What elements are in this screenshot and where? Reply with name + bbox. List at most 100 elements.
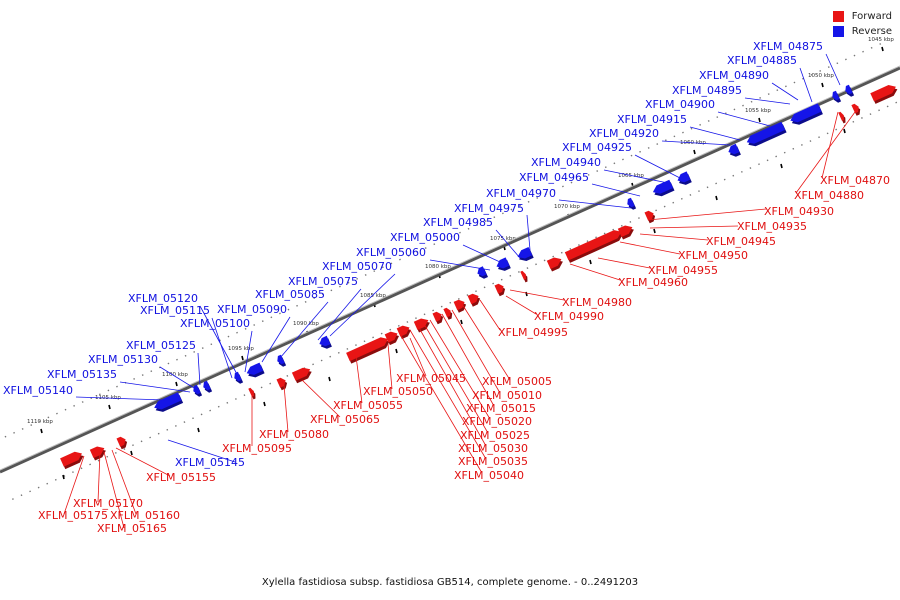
- reverse-gene-arrow: [832, 90, 840, 101]
- gene-label: XFLM_05080: [259, 428, 329, 441]
- gene-label: XFLM_05125: [126, 339, 196, 352]
- leader-line: [167, 439, 236, 463]
- gene-label: XFLM_05155: [146, 471, 216, 484]
- legend-forward-label: Forward: [851, 11, 892, 22]
- leader-line: [429, 319, 491, 420]
- leader-lines: [63, 53, 856, 529]
- forward-gene-arrow: [346, 337, 389, 362]
- forward-gene-arrow: [617, 225, 633, 237]
- gene-label: XFLM_05085: [255, 288, 325, 301]
- gene-label: XFLM_04970: [486, 187, 556, 200]
- reverse-gene-arrow: [246, 362, 264, 375]
- leader-line: [619, 241, 681, 255]
- tick-mark: [881, 46, 884, 52]
- backbone-line: [0, 66, 900, 474]
- gene-label: XFLM_04975: [454, 202, 524, 215]
- leader-line: [634, 154, 681, 179]
- leader-line: [279, 301, 329, 359]
- tick-mark: [693, 149, 696, 155]
- forward-gene-arrow: [467, 293, 479, 305]
- tick-mark: [589, 259, 592, 265]
- forward-gene-arrow: [546, 257, 562, 269]
- gene-label: XFLM_05040: [454, 469, 524, 482]
- legend-reverse[interactable]: Reverse: [832, 24, 892, 39]
- forward-gene-arrow: [520, 270, 526, 280]
- gene-label: XFLM_04890: [699, 69, 769, 82]
- leader-line: [717, 111, 771, 127]
- tick-label: 1065 kbp: [618, 173, 644, 179]
- reverse-swatch: [832, 26, 844, 37]
- tick-label: 1050 kbp: [808, 73, 834, 79]
- leader-line: [795, 111, 856, 194]
- gene-label: XFLM_05060: [356, 246, 426, 259]
- leader-line: [301, 379, 341, 418]
- leader-line: [649, 225, 739, 229]
- leader-line: [211, 317, 233, 379]
- forward-gene-arrow: [870, 85, 896, 102]
- forward-gene-arrow: [396, 325, 410, 337]
- gene-label: XFLM_04920: [589, 127, 659, 140]
- legend-forward[interactable]: Forward: [832, 9, 892, 24]
- gene-label: XFLM_04940: [531, 156, 601, 169]
- forward-gene-arrow: [384, 331, 398, 343]
- gene-label: XFLM_05025: [460, 429, 530, 442]
- leader-line: [199, 305, 239, 377]
- tick-mark: [328, 376, 331, 382]
- reverse-gene-arrow: [677, 171, 691, 183]
- leader-line: [509, 289, 565, 301]
- reverse-gene-arrow: [845, 84, 853, 95]
- reverse-gene-arrow: [627, 197, 635, 208]
- gene-label: XFLM_04885: [727, 54, 797, 67]
- leader-line: [744, 97, 791, 105]
- leader-line: [825, 53, 841, 86]
- gene-label: XFLM_04925: [562, 141, 632, 154]
- tick-mark: [460, 319, 463, 325]
- tick-label: 1085 kbp: [360, 293, 386, 299]
- gene-label: XFLM_05170: [73, 497, 143, 510]
- forward-gene-arrow: [276, 377, 286, 388]
- tick-mark: [715, 195, 718, 201]
- leader-line: [97, 451, 101, 503]
- forward-gene-arrow: [413, 318, 429, 330]
- gene-label: XFLM_05070: [322, 260, 392, 273]
- genes-layer: [60, 84, 898, 470]
- forward-gene-arrow: [838, 111, 844, 121]
- leader-line: [429, 259, 491, 271]
- leader-line: [103, 451, 125, 529]
- leader-line: [689, 126, 741, 141]
- gene-label: XFLM_04995: [498, 326, 568, 339]
- tick-label: 1070 kbp: [554, 204, 580, 210]
- forward-gene-arrow: [432, 311, 442, 322]
- gene-label: XFLM_05055: [333, 399, 403, 412]
- leader-line: [119, 381, 191, 393]
- leader-line: [244, 330, 253, 373]
- gene-label: XFLM_05100: [180, 317, 250, 330]
- gene-label: XFLM_04945: [706, 235, 776, 248]
- reverse-gene-arrow: [319, 335, 331, 347]
- leader-line: [603, 169, 669, 184]
- gene-label: XFLM_05075: [288, 275, 358, 288]
- reverse-gene-arrow: [193, 384, 201, 395]
- forward-gene-arrow: [443, 307, 451, 318]
- tick-label: 1045 kbp: [868, 37, 894, 43]
- gene-label: XFLM_05020: [462, 415, 532, 428]
- reverse-gene-arrow: [477, 266, 487, 277]
- leader-line: [261, 316, 291, 363]
- leader-line: [451, 309, 501, 394]
- leader-line: [647, 208, 767, 221]
- gene-label: XFLM_05175: [38, 509, 108, 522]
- leader-line: [639, 233, 709, 241]
- tick-label: 1110 kbp: [27, 419, 53, 425]
- legend-reverse-label: Reverse: [851, 26, 892, 37]
- forward-gene-arrow: [116, 436, 126, 447]
- tick-mark: [395, 348, 398, 354]
- leader-line: [159, 366, 195, 389]
- gene-label: XFLM_04875: [753, 40, 823, 53]
- forward-gene-arrow: [644, 210, 654, 221]
- leader-line: [63, 455, 85, 515]
- leader-line: [479, 299, 501, 331]
- forward-gene-arrow: [248, 387, 254, 397]
- gene-label: XFLM_04950: [678, 249, 748, 262]
- tick-mark: [653, 228, 656, 234]
- forward-swatch: [832, 11, 844, 22]
